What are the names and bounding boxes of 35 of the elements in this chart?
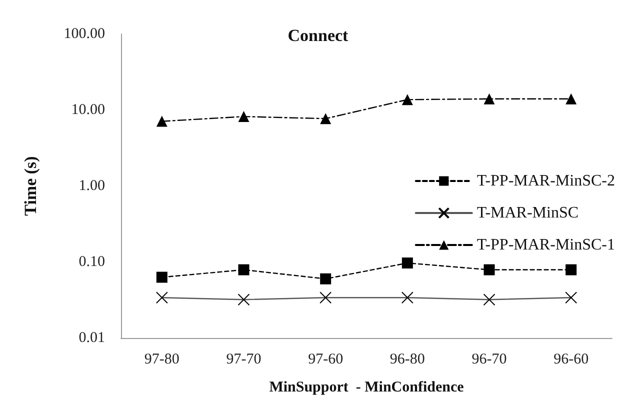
x-tick-label: 97-70 bbox=[226, 352, 262, 368]
x-tick-label: 96-70 bbox=[472, 352, 507, 368]
point bbox=[156, 116, 168, 127]
point bbox=[320, 113, 332, 124]
point bbox=[483, 294, 496, 306]
x-tick-label: 96-60 bbox=[554, 352, 589, 368]
chart-title: Connect bbox=[288, 26, 349, 45]
y-tick-label: 1.00 bbox=[78, 178, 105, 194]
point bbox=[566, 264, 577, 276]
point bbox=[484, 93, 495, 104]
x-tick-label: 96-80 bbox=[390, 352, 425, 368]
y-tick-label: 10.00 bbox=[71, 102, 105, 118]
x-tick-label: 97-80 bbox=[144, 352, 180, 368]
point bbox=[238, 294, 250, 306]
point bbox=[484, 264, 495, 276]
legend-label: T-PP-MAR-MinSC-1 bbox=[476, 236, 615, 254]
y-tick-label: 100.00 bbox=[64, 26, 105, 42]
point bbox=[401, 292, 414, 304]
point bbox=[402, 258, 413, 269]
x-tick-label: 97-60 bbox=[308, 352, 344, 368]
x-axis-title: MinSupport - MinConfidence bbox=[269, 380, 464, 396]
point bbox=[320, 292, 332, 304]
point bbox=[402, 94, 413, 106]
point bbox=[566, 93, 577, 104]
point bbox=[565, 292, 578, 304]
legend-label: T-PP-MAR-MinSC-2 bbox=[476, 172, 615, 190]
point bbox=[238, 264, 250, 276]
legend-label: T-MAR-MinSC bbox=[476, 204, 579, 222]
y-tick-label: 0.10 bbox=[78, 254, 105, 270]
y-tick-label: 0.01 bbox=[78, 330, 105, 346]
y-axis-title: Time (s) bbox=[21, 156, 40, 216]
point bbox=[238, 111, 250, 122]
point bbox=[156, 272, 168, 283]
point bbox=[156, 292, 168, 304]
point bbox=[320, 273, 332, 284]
